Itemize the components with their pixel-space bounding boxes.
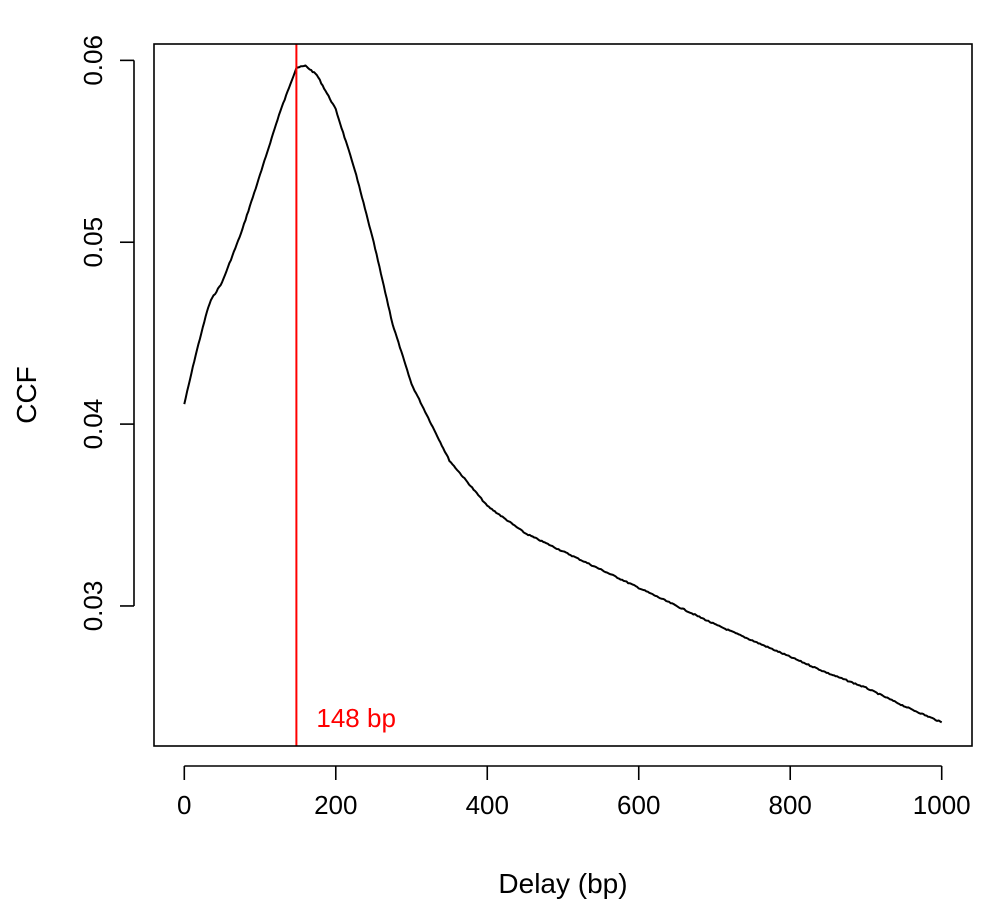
- x-tick-label: 0: [177, 790, 191, 820]
- y-tick-label: 0.04: [78, 399, 108, 450]
- ccf-series-line: [183, 64, 943, 724]
- x-tick-label: 600: [617, 790, 660, 820]
- x-tick-label: 200: [314, 790, 357, 820]
- y-axis-title: CCF: [11, 366, 42, 424]
- x-tick-label: 800: [769, 790, 812, 820]
- peak-delay-label: 148 bp: [316, 703, 396, 733]
- y-tick-label: 0.05: [78, 217, 108, 268]
- plot-area: [183, 44, 943, 746]
- plot-frame: [153, 43, 973, 747]
- x-axis: 0 200 400 600 800 1000: [177, 765, 971, 820]
- x-tick-label: 1000: [913, 790, 971, 820]
- y-tick-label: 0.03: [78, 581, 108, 632]
- x-axis-title: Delay (bp): [498, 868, 627, 899]
- x-tick-label: 400: [466, 790, 509, 820]
- y-axis: 0.03 0.04 0.05 0.06: [78, 35, 135, 632]
- y-tick-label: 0.06: [78, 35, 108, 86]
